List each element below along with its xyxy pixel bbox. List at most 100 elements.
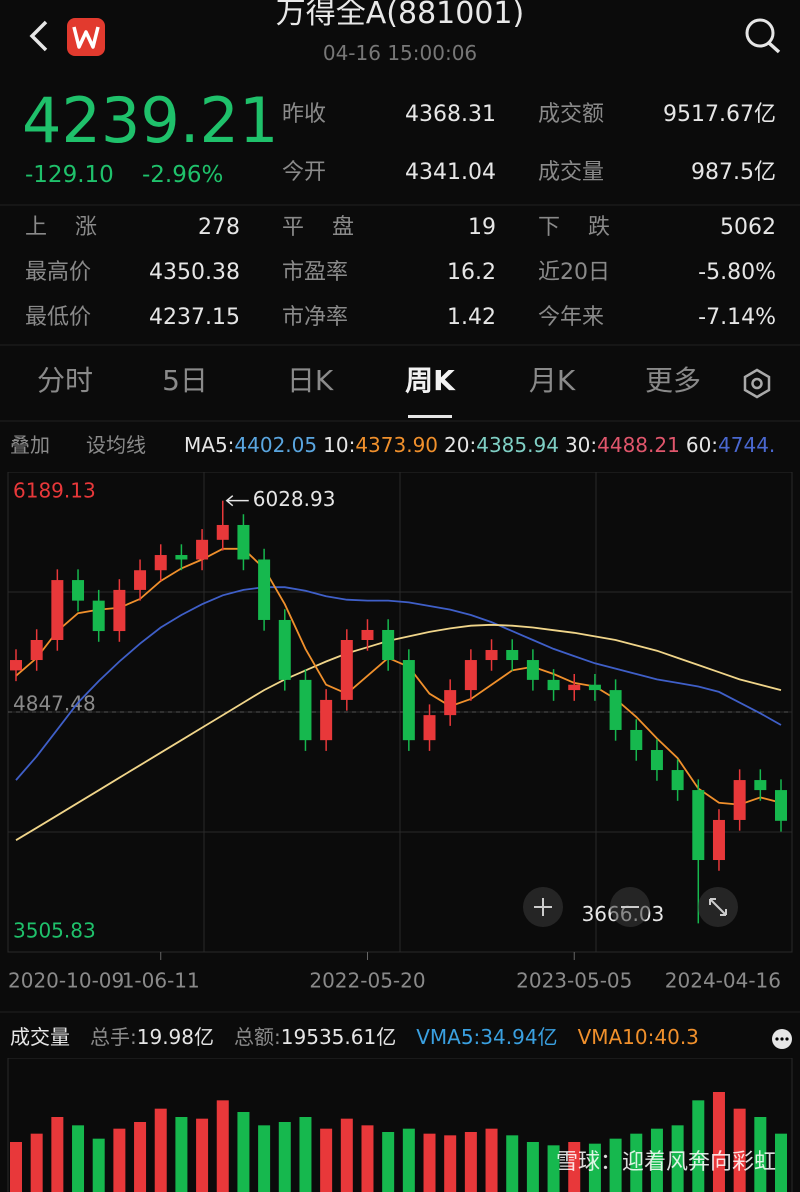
volume-legend: 成交量 总手: 19.98亿 总额: 19535.61亿 VMA5: 34.94亿 VMA10… xyxy=(10,1025,750,1049)
candle-body xyxy=(175,555,188,560)
volume-bar xyxy=(258,1125,271,1192)
stat-value: 5062 xyxy=(720,215,776,240)
zoom-button[interactable] xyxy=(523,887,563,927)
tab[interactable]: 日K xyxy=(286,364,334,397)
field-label: 昨收 xyxy=(282,102,327,127)
tab[interactable]: 分时 xyxy=(36,364,93,397)
stat-label: 市净率 xyxy=(282,305,349,330)
ma-value: 4488.21 xyxy=(597,433,680,457)
candle-body xyxy=(444,690,457,716)
ma-value: 4385.94 xyxy=(476,433,559,457)
volume-bar xyxy=(754,1117,767,1192)
volume-bar xyxy=(692,1100,705,1192)
search-button[interactable] xyxy=(745,18,781,54)
candle-body xyxy=(423,715,436,741)
field-label: 成交额 xyxy=(538,102,605,127)
field-value: 4368.31 xyxy=(405,102,496,127)
tab[interactable]: 更多 xyxy=(644,364,701,397)
field-label: 成交量 xyxy=(538,160,605,185)
stat-label: 平盘 xyxy=(282,215,383,240)
stat-label: 近20日 xyxy=(538,260,610,285)
volume-bar xyxy=(547,1145,560,1192)
candle-body xyxy=(547,679,560,691)
price-chart: 3505.83 4847.48 6189.13 2020-10-091-06-11 20… xyxy=(7,472,793,993)
candle-body xyxy=(278,619,291,680)
volume-title: 成交量 xyxy=(10,1025,70,1049)
volume-label: VMA5: xyxy=(416,1025,481,1049)
ma-button[interactable]: 设均线 xyxy=(86,433,146,457)
settings-button[interactable] xyxy=(743,368,771,399)
volume-bar xyxy=(402,1128,415,1192)
candle-body xyxy=(320,699,333,741)
price-change-pct: -2.96% xyxy=(142,162,224,188)
volume-bar xyxy=(568,1142,581,1192)
volume-bar xyxy=(320,1128,333,1192)
last-price: 4239.21 xyxy=(22,84,279,157)
candle-body xyxy=(754,780,767,791)
candle-body xyxy=(526,660,539,680)
ma-line xyxy=(15,586,782,781)
volume-bar xyxy=(134,1122,147,1192)
tab-underline xyxy=(408,415,452,418)
candle-body xyxy=(775,790,787,821)
ma-label: 30: xyxy=(564,433,598,457)
x-tick-label: 1-06-11 xyxy=(122,969,200,993)
x-tick-label: 2024-04-16 xyxy=(665,969,781,993)
volume-bar xyxy=(485,1128,498,1192)
stat-label: 市盈率 xyxy=(282,260,349,285)
x-tick-label: 2022-05-20 xyxy=(309,969,425,993)
tab[interactable]: 5日 xyxy=(162,364,208,397)
volume-bar xyxy=(630,1133,643,1192)
ma-value: 4373.90 xyxy=(355,433,439,457)
chart-frame xyxy=(7,1058,793,1192)
ma-line xyxy=(15,623,782,841)
candle-body xyxy=(671,770,684,791)
annotation: 6028.93 xyxy=(253,487,336,511)
ma-label: 10: xyxy=(323,433,356,457)
field-value: 987.5亿 xyxy=(691,160,776,185)
fullscreen-button[interactable] xyxy=(698,887,738,927)
volume-bar xyxy=(526,1142,539,1192)
volume-bar xyxy=(712,1092,725,1192)
candle-body xyxy=(733,780,746,820)
volume-label: VMA10: xyxy=(577,1025,655,1049)
volume-chart xyxy=(7,1058,793,1192)
candle-body xyxy=(588,684,601,691)
tab[interactable]: 周K xyxy=(405,364,455,397)
volume-bar xyxy=(237,1112,250,1192)
candle-body xyxy=(485,650,498,661)
ma-label: MA5: xyxy=(184,433,235,457)
volume-label: 总手: xyxy=(90,1025,137,1049)
volume-bar xyxy=(30,1133,43,1192)
volume-bar xyxy=(444,1135,457,1192)
volume-bar xyxy=(216,1100,229,1192)
y-tick-label: 4847.48 xyxy=(13,692,96,716)
candle-body xyxy=(712,819,725,861)
zoom-button[interactable] xyxy=(610,887,650,927)
field-value: 9517.67亿 xyxy=(663,102,776,127)
volume-bar xyxy=(588,1143,601,1192)
volume-bar xyxy=(775,1133,787,1192)
more-button[interactable] xyxy=(772,1029,792,1049)
stat-value: 1.42 xyxy=(447,305,496,330)
x-tick-label: 2023-05-05 xyxy=(516,969,632,993)
candle-body xyxy=(382,629,395,661)
stat-value: -5.80% xyxy=(698,260,776,285)
candle-body xyxy=(609,690,622,730)
volume-bar xyxy=(361,1125,374,1192)
volume-value: 40.3 xyxy=(654,1025,699,1049)
candle-body xyxy=(72,580,85,601)
field-label: 今开 xyxy=(282,160,327,185)
candle-body xyxy=(237,524,250,560)
candle-body xyxy=(299,679,312,741)
volume-bar xyxy=(464,1132,477,1192)
candle-body xyxy=(340,639,353,700)
candle-body xyxy=(113,589,126,632)
back-button[interactable] xyxy=(29,20,48,52)
candle-body xyxy=(506,650,519,661)
ma-button[interactable]: 叠加 xyxy=(10,433,50,457)
candle-body xyxy=(650,750,663,771)
price-change: -129.10 xyxy=(25,162,114,188)
tab[interactable]: 月K xyxy=(528,364,576,397)
